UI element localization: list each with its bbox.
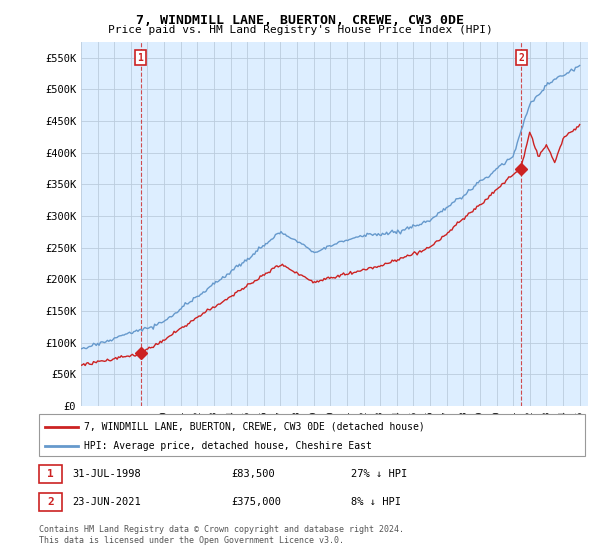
Text: 2: 2: [518, 53, 524, 63]
Text: 7, WINDMILL LANE, BUERTON, CREWE, CW3 0DE (detached house): 7, WINDMILL LANE, BUERTON, CREWE, CW3 0D…: [84, 422, 425, 432]
Text: Contains HM Land Registry data © Crown copyright and database right 2024.
This d: Contains HM Land Registry data © Crown c…: [39, 525, 404, 545]
Text: 7, WINDMILL LANE, BUERTON, CREWE, CW3 0DE: 7, WINDMILL LANE, BUERTON, CREWE, CW3 0D…: [136, 14, 464, 27]
Text: £375,000: £375,000: [231, 497, 281, 507]
Text: £83,500: £83,500: [231, 469, 275, 479]
Text: 8% ↓ HPI: 8% ↓ HPI: [351, 497, 401, 507]
Text: 2: 2: [47, 497, 54, 507]
Text: 1: 1: [137, 53, 143, 63]
Text: HPI: Average price, detached house, Cheshire East: HPI: Average price, detached house, Ches…: [84, 441, 372, 451]
Text: 23-JUN-2021: 23-JUN-2021: [72, 497, 141, 507]
Text: Price paid vs. HM Land Registry's House Price Index (HPI): Price paid vs. HM Land Registry's House …: [107, 25, 493, 35]
Text: 1: 1: [47, 469, 54, 479]
Text: 31-JUL-1998: 31-JUL-1998: [72, 469, 141, 479]
Text: 27% ↓ HPI: 27% ↓ HPI: [351, 469, 407, 479]
